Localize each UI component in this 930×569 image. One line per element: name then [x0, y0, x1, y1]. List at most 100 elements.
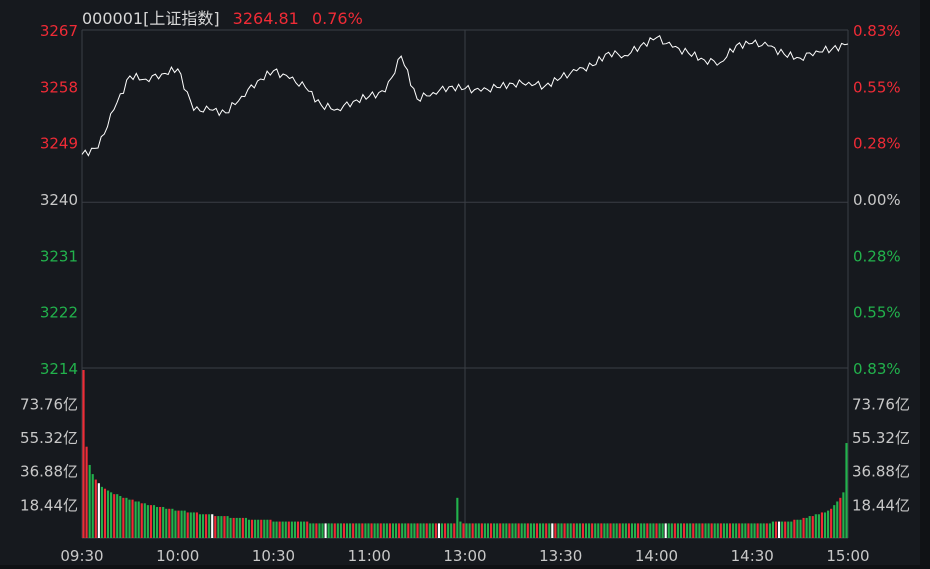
- volume-bar: [695, 523, 698, 538]
- volume-bar: [768, 523, 771, 538]
- volume-axis-right-label: 73.76亿: [852, 395, 910, 413]
- volume-bar: [661, 523, 664, 538]
- volume-bar: [88, 464, 91, 538]
- volume-bar: [728, 523, 732, 538]
- volume-bar: [802, 517, 805, 538]
- price-axis-left-label: 3258: [40, 78, 78, 96]
- volume-bar: [315, 523, 318, 538]
- chart-header: 000001[上证指数] 3264.81 0.76%: [82, 5, 371, 29]
- time-axis-label: 15:00: [826, 547, 869, 565]
- time-axis-label: 10:00: [156, 547, 199, 565]
- volume-bar: [303, 521, 306, 538]
- volume-bar: [91, 474, 94, 538]
- volume-bar: [254, 519, 257, 538]
- volume-bar: [106, 490, 110, 538]
- volume-bar: [229, 517, 232, 538]
- volume-bar: [545, 523, 548, 538]
- volume-bar: [198, 514, 202, 538]
- volume-bar: [189, 512, 192, 538]
- volume-bar: [404, 523, 407, 538]
- volume-bar: [698, 523, 701, 538]
- volume-bar: [520, 523, 523, 538]
- volume-bar: [603, 523, 606, 538]
- price-axis-left-label: 3231: [40, 247, 78, 265]
- volume-bar: [113, 494, 116, 538]
- volume-bar: [805, 517, 808, 538]
- volume-bar: [563, 523, 566, 538]
- time-axis-label: 13:00: [443, 547, 486, 565]
- volume-bar: [241, 517, 244, 538]
- volume-bar: [523, 523, 526, 538]
- volume-bar: [263, 519, 266, 538]
- volume-bar: [526, 523, 529, 538]
- volume-bar: [247, 519, 251, 538]
- volume-bar: [250, 519, 254, 538]
- volume-bar: [413, 523, 416, 538]
- volume-bar: [97, 483, 100, 538]
- volume-bar: [462, 523, 465, 538]
- volume-bar: [321, 523, 324, 538]
- volume-bar: [759, 523, 762, 538]
- volume-bar: [330, 523, 333, 538]
- pct-axis-right-label: 0.28%: [853, 247, 901, 265]
- volume-bar: [195, 512, 198, 538]
- volume-bar: [557, 523, 560, 538]
- volume-bar: [716, 523, 719, 538]
- volume-bar: [719, 523, 722, 538]
- time-axis-label: 14:30: [731, 547, 774, 565]
- volume-bar: [407, 523, 410, 538]
- volume-bar: [827, 510, 830, 538]
- volume-bar: [339, 523, 342, 538]
- volume-bar: [459, 521, 462, 538]
- volume-bar: [437, 523, 441, 538]
- volume-bar: [128, 499, 131, 538]
- volume-axis-left-label: 73.76亿: [20, 395, 78, 413]
- volume-bar: [266, 519, 269, 538]
- volume-bar: [477, 523, 480, 538]
- volume-bar: [434, 523, 437, 538]
- volume-bar: [756, 523, 759, 538]
- volume-bar: [594, 523, 597, 538]
- volume-bar: [358, 523, 361, 538]
- volume-bar: [765, 523, 768, 538]
- volume-bar: [839, 497, 842, 538]
- volume-bar: [624, 523, 627, 538]
- volume-bar: [149, 505, 153, 538]
- volume-bar: [428, 523, 431, 538]
- volume-bar: [753, 523, 756, 538]
- volume-bar: [309, 523, 312, 538]
- volume-bar: [704, 523, 707, 538]
- volume-bar: [499, 523, 502, 538]
- volume-axis-left-label: 36.88亿: [20, 463, 78, 481]
- volume-bar: [183, 510, 186, 538]
- volume-bar: [376, 523, 379, 538]
- volume-bar: [486, 523, 490, 538]
- volume-bar: [342, 523, 346, 538]
- volume-bar: [471, 523, 474, 538]
- volume-axis-left-label: 55.32亿: [20, 429, 78, 447]
- volume-bar: [493, 523, 496, 538]
- volume-bar: [817, 514, 820, 538]
- volume-bar: [750, 523, 753, 538]
- volume-bar: [364, 523, 367, 538]
- volume-bar: [275, 521, 278, 538]
- right-scrollbar-panel[interactable]: [920, 0, 930, 569]
- volume-bar: [588, 523, 591, 538]
- volume-bar: [416, 523, 419, 538]
- volume-bar: [658, 523, 661, 538]
- volume-axis-left-label: 18.44亿: [20, 496, 78, 514]
- volume-bar: [177, 510, 180, 538]
- volume-bar: [793, 519, 796, 538]
- price-axis-left-label: 3240: [40, 191, 78, 209]
- volume-bar: [820, 512, 824, 538]
- volume-bar: [591, 523, 594, 538]
- volume-bar: [502, 523, 505, 538]
- volume-bar: [496, 523, 499, 538]
- volume-bar: [606, 523, 609, 538]
- price-axis-left-label: 3249: [40, 135, 78, 153]
- volume-bar: [637, 523, 640, 538]
- volume-bar: [664, 523, 667, 538]
- pct-axis-right-label: 0.55%: [853, 78, 901, 96]
